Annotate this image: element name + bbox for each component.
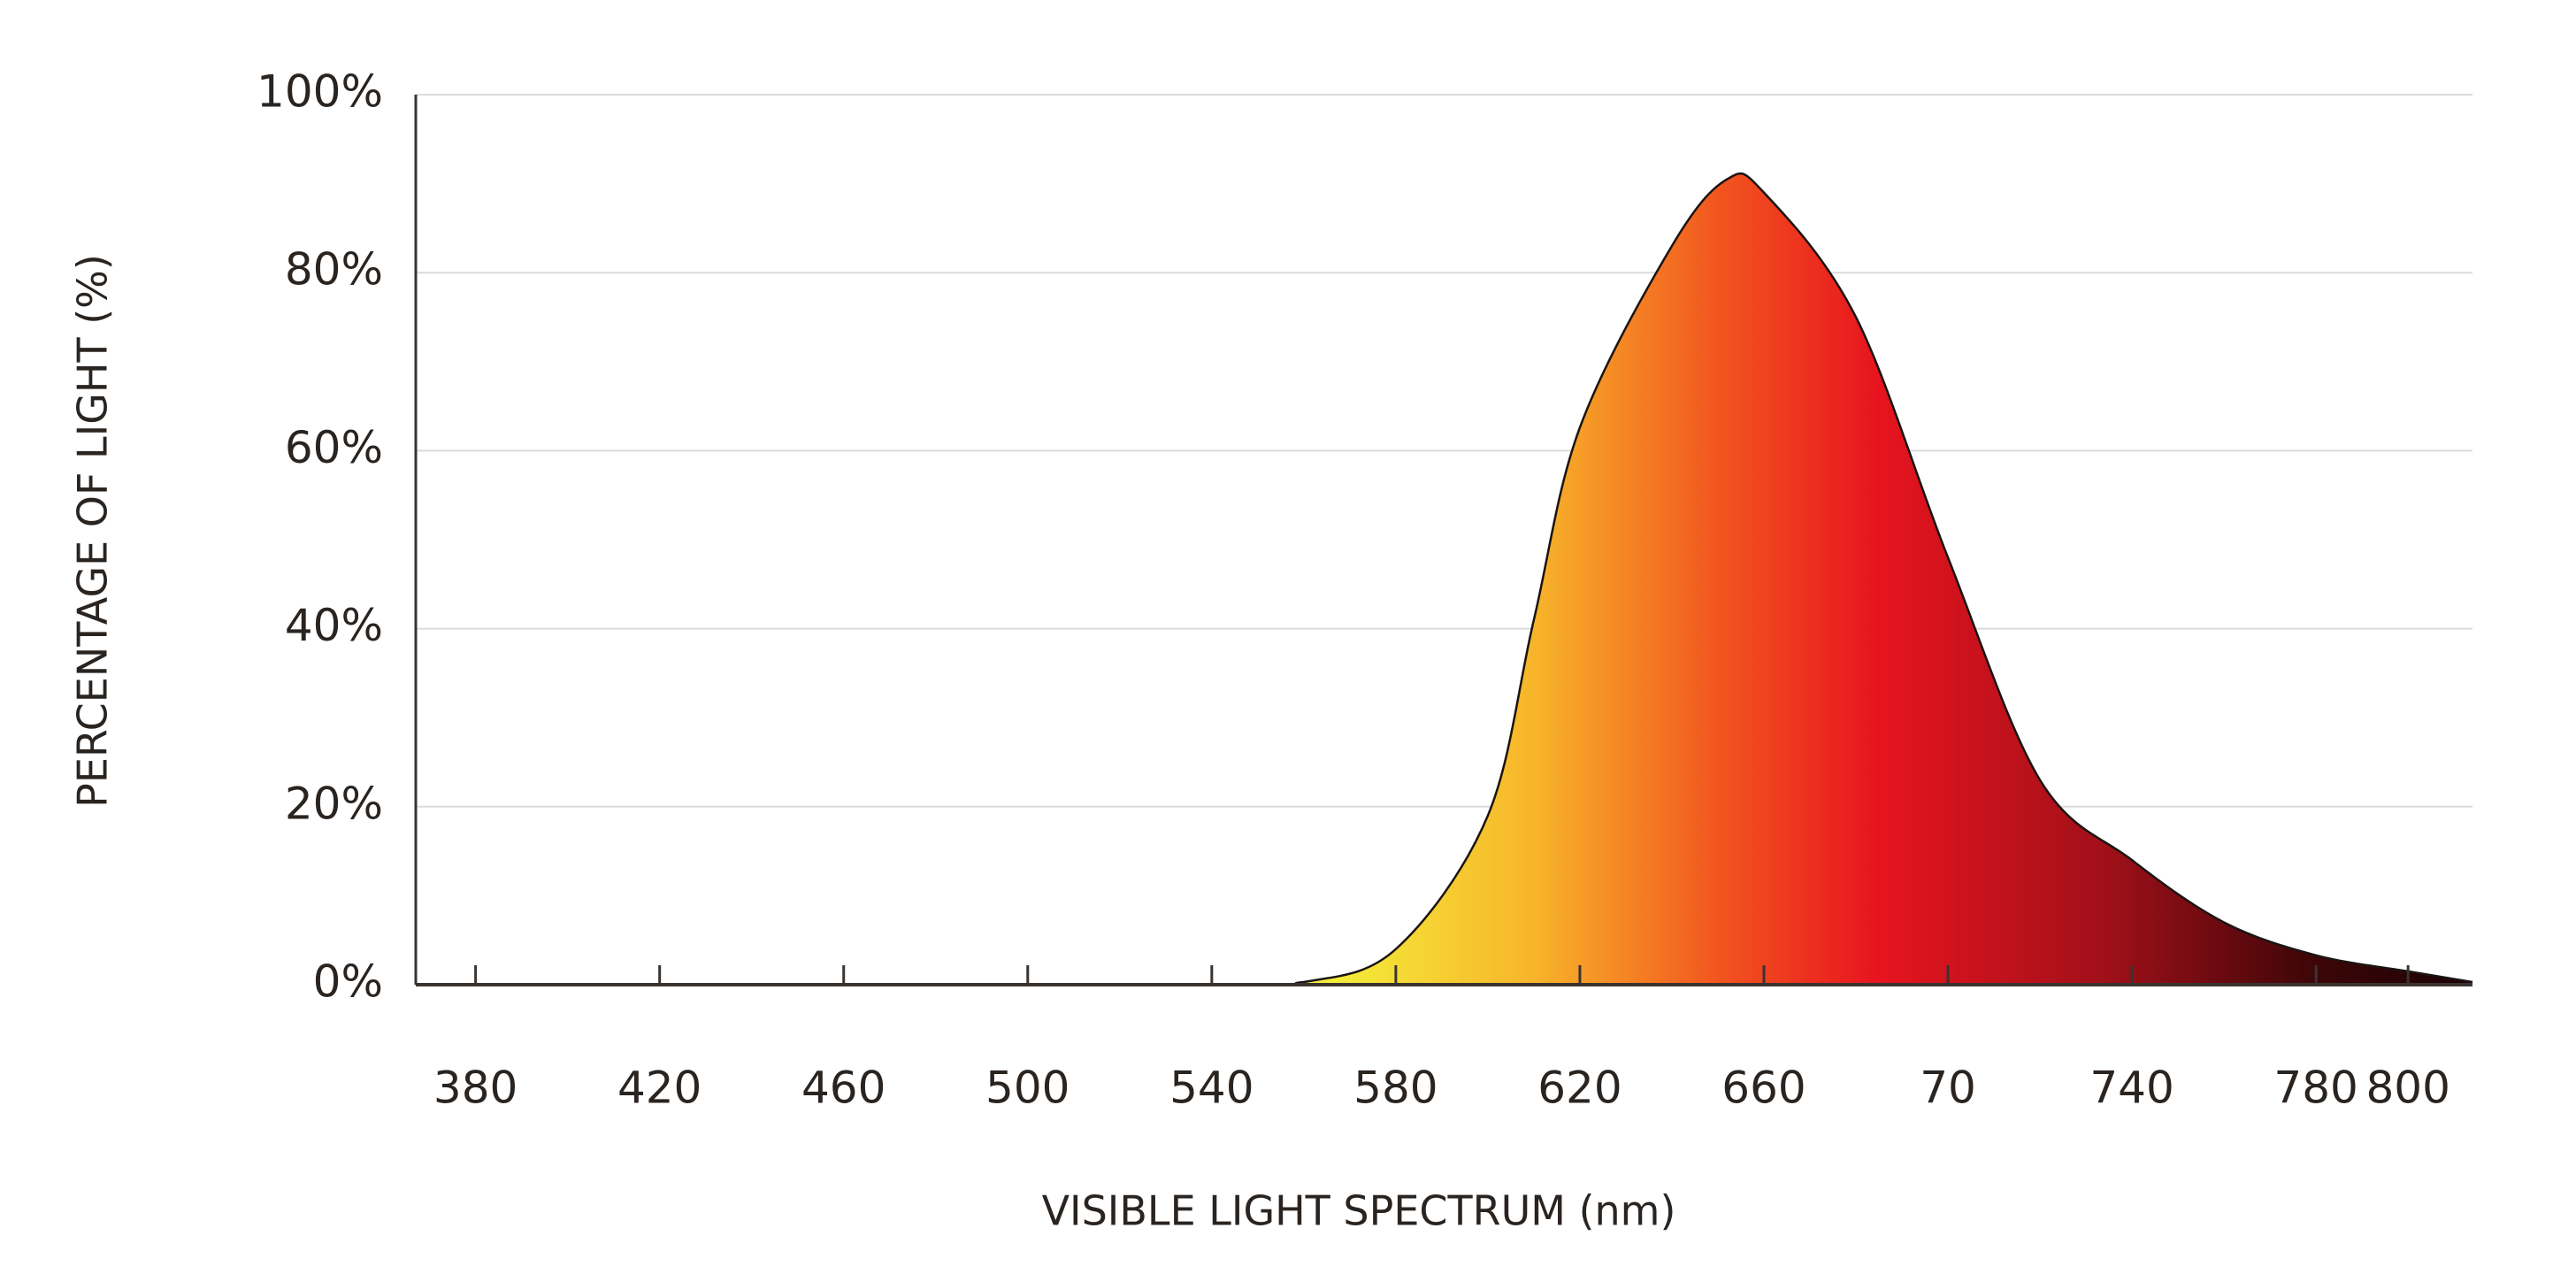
x-tick-label: 740 xyxy=(2089,1063,2174,1114)
y-tick-label: 100% xyxy=(257,66,383,118)
y-tick-label: 60% xyxy=(285,422,383,473)
x-tick-label: 500 xyxy=(985,1063,1070,1114)
x-tick-label: 800 xyxy=(2365,1063,2450,1114)
y-tick-label: 0% xyxy=(313,956,383,1008)
x-tick-label: 70 xyxy=(1920,1063,1976,1114)
x-tick-label: 380 xyxy=(433,1063,518,1114)
y-tick-label: 20% xyxy=(285,778,383,829)
x-tick-label: 540 xyxy=(1169,1063,1254,1114)
x-tick-label: 580 xyxy=(1353,1063,1438,1114)
x-tick-label: 620 xyxy=(1537,1063,1622,1114)
y-tick-label: 40% xyxy=(285,600,383,651)
x-tick-label: 460 xyxy=(801,1063,886,1114)
x-tick-label: 420 xyxy=(617,1063,702,1114)
x-tick-label: 660 xyxy=(1721,1063,1806,1114)
x-tick-label: 780 xyxy=(2273,1063,2358,1114)
y-tick-label: 80% xyxy=(285,244,383,295)
x-axis-title: VISIBLE LIGHT SPECTRUM (nm) xyxy=(1042,1187,1676,1235)
area-fill xyxy=(475,173,2472,985)
y-axis-title: PERCENTAGE OF LIGHT (%) xyxy=(69,254,117,808)
